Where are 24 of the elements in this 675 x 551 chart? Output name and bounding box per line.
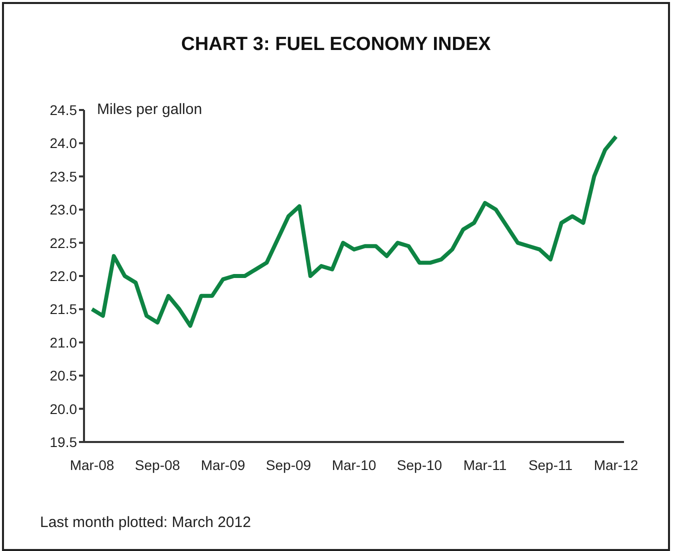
line-series: [90, 134, 618, 328]
text: Last month plotted: March 2012: [40, 514, 251, 531]
y-tick-label: 21.5: [50, 301, 78, 318]
chart-title: CHART 3: FUEL ECONOMY INDEX: [180, 34, 492, 56]
y-tick-label: 24.5: [50, 102, 78, 118]
x-tick-label: Mar-12: [594, 456, 638, 473]
y-tick-label: 22.5: [50, 234, 78, 251]
y-tick-label: 20.5: [50, 368, 78, 384]
y-tick-label: 20.0: [50, 400, 78, 417]
y-tick-label: 23.5: [50, 168, 78, 184]
x-tick-label: Mar-08: [70, 456, 114, 473]
y-tick-label: 22.0: [50, 268, 78, 284]
x-tick-label: Sep-09: [266, 456, 312, 473]
x-tick-label: Mar-09: [200, 456, 246, 473]
y-tick-label: 19.5: [50, 434, 78, 450]
x-tick-label: Sep-11: [528, 456, 573, 473]
y-tick-label: 21.0: [50, 334, 78, 350]
x-tick-label: Mar-11: [463, 456, 507, 473]
y-tick-label: 24.0: [50, 135, 78, 152]
x-tick-label: Mar-10: [332, 456, 376, 473]
y-axis-title: Miles per gallon: [97, 101, 202, 118]
x-tick-label: Sep-08: [134, 456, 180, 473]
y-tick-label: 23.0: [50, 202, 78, 218]
x-tick-label: Sep-10: [396, 456, 442, 473]
